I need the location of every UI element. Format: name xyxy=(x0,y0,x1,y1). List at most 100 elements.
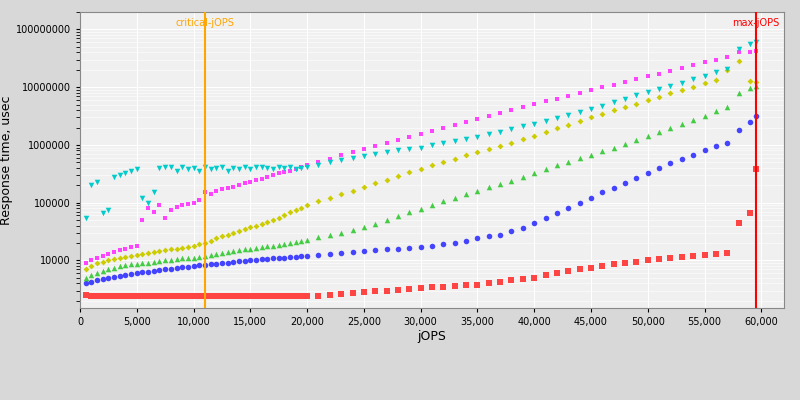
Point xyxy=(574,155,586,161)
Point xyxy=(710,251,722,257)
Point xyxy=(539,166,552,172)
Point xyxy=(732,220,745,226)
Point xyxy=(312,198,325,205)
Text: critical-jOPS: critical-jOPS xyxy=(175,18,234,28)
Point xyxy=(119,170,132,177)
Point xyxy=(517,225,530,232)
Point xyxy=(574,118,586,124)
Point xyxy=(664,255,677,261)
Point xyxy=(153,267,166,273)
Point xyxy=(414,206,427,212)
Point xyxy=(517,276,530,282)
Point xyxy=(193,168,206,174)
Point xyxy=(471,188,484,194)
Point xyxy=(204,252,217,258)
Point xyxy=(250,257,262,263)
Point xyxy=(255,176,268,182)
Point xyxy=(505,139,518,146)
Point xyxy=(380,217,393,223)
Point xyxy=(266,293,279,300)
Point xyxy=(142,268,154,275)
Point xyxy=(119,262,132,268)
Point xyxy=(312,162,325,168)
Point xyxy=(686,253,699,259)
Point xyxy=(227,293,240,300)
Point xyxy=(222,249,234,255)
Point xyxy=(250,245,262,251)
Point xyxy=(642,89,654,95)
Point xyxy=(176,293,189,300)
Point xyxy=(158,214,171,221)
Point xyxy=(238,180,251,187)
Point xyxy=(147,268,160,274)
Point xyxy=(290,293,302,300)
Point xyxy=(153,248,166,254)
Point xyxy=(222,259,234,266)
Point xyxy=(136,269,149,276)
Point xyxy=(301,162,314,168)
Point xyxy=(528,101,541,108)
Point xyxy=(85,272,98,279)
Point xyxy=(698,73,711,79)
Point xyxy=(233,228,246,234)
Point xyxy=(323,195,336,201)
Point xyxy=(607,144,620,151)
Point xyxy=(130,252,143,258)
Point xyxy=(517,104,530,110)
Point xyxy=(210,188,222,194)
Point xyxy=(244,178,257,185)
Point xyxy=(618,260,631,266)
Point xyxy=(642,133,654,140)
Point xyxy=(743,85,756,92)
Point xyxy=(312,234,325,241)
Point xyxy=(295,204,308,211)
Point xyxy=(266,242,279,249)
Point xyxy=(312,158,325,165)
Point xyxy=(505,277,518,284)
Point xyxy=(539,214,552,221)
Point xyxy=(732,90,745,96)
Point xyxy=(96,210,109,217)
Point xyxy=(743,77,756,84)
Point xyxy=(369,288,382,295)
Point xyxy=(284,167,297,174)
Point xyxy=(414,285,427,292)
Point xyxy=(414,144,427,151)
Point xyxy=(494,181,506,187)
Point xyxy=(528,121,541,127)
Point xyxy=(437,124,450,131)
Point xyxy=(227,183,240,190)
Point xyxy=(369,247,382,254)
Point xyxy=(301,164,314,170)
Point xyxy=(96,258,109,265)
Point xyxy=(125,293,138,300)
Point xyxy=(261,243,274,250)
Point xyxy=(238,246,251,253)
Point xyxy=(96,276,109,282)
Point xyxy=(170,256,183,262)
Point xyxy=(130,166,143,172)
Point xyxy=(517,174,530,180)
Point xyxy=(505,126,518,132)
Point xyxy=(238,258,251,264)
Point xyxy=(550,96,563,102)
Point xyxy=(460,136,473,142)
Point xyxy=(114,172,126,178)
Point xyxy=(79,260,92,266)
Point xyxy=(369,221,382,227)
Point xyxy=(743,41,756,48)
Point xyxy=(403,146,416,152)
Point xyxy=(505,178,518,184)
Point xyxy=(596,102,609,109)
Point xyxy=(675,87,688,93)
Point xyxy=(301,253,314,259)
Point xyxy=(323,232,336,239)
Point xyxy=(732,127,745,133)
Point xyxy=(448,195,461,201)
Point xyxy=(482,184,495,190)
Point xyxy=(607,261,620,268)
Point xyxy=(96,268,109,274)
Point xyxy=(414,165,427,172)
Point xyxy=(142,205,154,212)
Point xyxy=(391,173,404,179)
